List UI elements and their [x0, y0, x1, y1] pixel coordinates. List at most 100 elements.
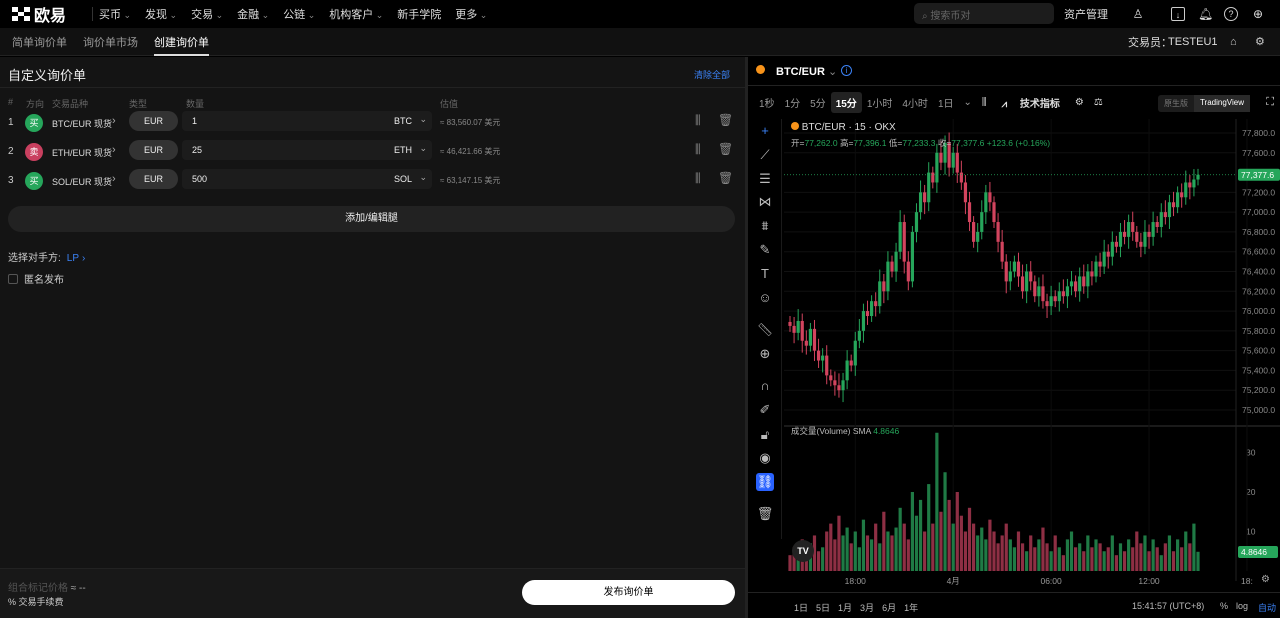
nav-trade[interactable]: 交易	[191, 6, 223, 22]
brush-icon[interactable]: ✎	[759, 242, 771, 257]
chevron-down-icon[interactable]: ⌄	[419, 114, 427, 124]
search-input[interactable]: ⌕ 搜索币对	[914, 3, 1054, 24]
tab-rfq-market[interactable]: 询价单市场	[83, 36, 138, 49]
zoom-in-icon[interactable]: ⊕	[759, 346, 771, 361]
chevron-right-icon[interactable]: ›	[112, 144, 116, 156]
range-5d[interactable]: 5日	[816, 603, 831, 613]
side-badge[interactable]: 买	[25, 114, 43, 132]
interval-1m[interactable]: 1分	[784, 98, 801, 110]
type-button[interactable]: EUR	[129, 169, 178, 189]
delete-icon[interactable]: 🗑︎	[718, 171, 734, 185]
quantity-input[interactable]: 500 SOL ⌄	[182, 169, 432, 189]
delete-icon[interactable]: 🗑︎	[718, 142, 734, 156]
fee-link[interactable]: % 交易手续费	[8, 597, 64, 607]
lock-drawing-icon[interactable]: ✐	[759, 402, 771, 417]
nav-institutional[interactable]: 机构客户	[329, 6, 383, 22]
clear-all-link[interactable]: 清除全部	[693, 70, 730, 80]
chart-leg-icon[interactable]: ⫼	[695, 142, 701, 156]
type-button[interactable]: EUR	[129, 111, 178, 131]
nav-discover[interactable]: 发现	[145, 6, 177, 22]
panel-resizer[interactable]	[745, 57, 748, 618]
chart-leg-icon[interactable]: ⫼	[695, 113, 701, 127]
quantity-input[interactable]: 1 BTC ⌄	[182, 111, 432, 131]
crosshair-icon[interactable]: +	[761, 123, 769, 138]
range-3m[interactable]: 3月	[860, 603, 875, 613]
text-icon[interactable]: T	[761, 266, 769, 281]
add-edit-leg-button[interactable]: 添加/编辑腿	[8, 206, 735, 232]
indicators-button[interactable]: ⩘ 技术指标	[992, 92, 1070, 113]
unit-selector[interactable]: ETH	[394, 145, 412, 155]
percent-toggle[interactable]: %	[1220, 601, 1229, 611]
side-badge[interactable]: 卖	[25, 143, 43, 161]
nav-more[interactable]: 更多	[455, 6, 487, 22]
chart-settings-icon[interactable]: ⚙	[1074, 96, 1084, 108]
chart-leg-icon[interactable]: ⫼	[695, 171, 701, 185]
graduation-cap-icon[interactable]: ⌂	[1230, 35, 1237, 48]
eye-icon[interactable]: ◉	[759, 450, 771, 465]
range-6m[interactable]: 6月	[882, 603, 897, 613]
settings-icon[interactable]: ⚙	[1261, 574, 1270, 585]
interval-1s[interactable]: 1秒	[759, 98, 775, 110]
unit-selector[interactable]: SOL	[393, 174, 412, 184]
log-toggle[interactable]: log	[1236, 601, 1249, 611]
lock-icon[interactable]: 🔓︎	[760, 427, 770, 442]
globe-icon[interactable]: ⊕	[1252, 7, 1264, 21]
chevron-down-icon[interactable]: ⌄	[963, 96, 972, 108]
nav-chain[interactable]: 公链	[283, 6, 315, 22]
tradingview-logo[interactable]: TV	[792, 540, 814, 562]
gear-icon[interactable]: ⚙	[1255, 36, 1265, 48]
trash-icon[interactable]: 🗑︎	[756, 506, 774, 521]
side-badge[interactable]: 买	[25, 172, 43, 190]
interval-4h[interactable]: 4小时	[902, 98, 928, 110]
nav-academy[interactable]: 新手学院	[397, 9, 442, 21]
delete-icon[interactable]: 🗑︎	[718, 113, 734, 127]
interval-1d[interactable]: 1日	[937, 98, 954, 110]
checkbox-box[interactable]	[8, 273, 18, 284]
counterparty-selector[interactable]: 选择对手方: LP ›	[8, 249, 85, 264]
unit-selector[interactable]: BTC	[394, 116, 412, 126]
view-native[interactable]: 原生版	[1163, 99, 1188, 108]
brand-logo[interactable]: 欧易	[0, 2, 86, 26]
tab-create-rfq[interactable]: 创建询价单	[154, 28, 209, 56]
anonymous-checkbox[interactable]: 匿名发布	[8, 271, 64, 286]
scale-icon[interactable]: ⚖	[1093, 96, 1103, 108]
range-1m[interactable]: 1月	[838, 603, 853, 613]
chevron-down-icon[interactable]: ⌄	[419, 143, 427, 153]
auto-toggle[interactable]: 自动	[1258, 603, 1277, 613]
view-tradingview[interactable]: TradingView	[1193, 95, 1250, 112]
interval-1h[interactable]: 1小时	[866, 98, 893, 110]
pattern-icon[interactable]: ⋈	[758, 194, 772, 209]
candle-type-icon[interactable]: ⫼	[981, 96, 987, 108]
user-icon[interactable]: ♙	[1132, 7, 1144, 21]
assets-menu[interactable]: 资产管理	[1064, 9, 1108, 21]
link-icon[interactable]: ⛓	[756, 473, 774, 491]
nav-buy-crypto[interactable]: 买币	[99, 6, 131, 22]
nav-finance[interactable]: 金融	[237, 6, 269, 22]
interval-15m[interactable]: 15分	[830, 91, 862, 113]
projection-icon[interactable]: ⩩	[761, 218, 769, 233]
tab-simple-rfq[interactable]: 简单询价单	[12, 36, 67, 49]
info-icon[interactable]: i	[841, 65, 852, 76]
help-icon[interactable]: ?	[1224, 7, 1238, 21]
download-icon[interactable]: ↓	[1171, 7, 1185, 21]
chevron-right-icon[interactable]: ›	[112, 173, 116, 185]
bell-icon[interactable]: 🔔︎	[1198, 7, 1214, 21]
chevron-down-icon[interactable]: ⌄	[419, 172, 427, 182]
range-1y[interactable]: 1年	[904, 603, 919, 613]
fullscreen-icon[interactable]: ⛶	[1266, 96, 1274, 108]
chevron-right-icon[interactable]: ›	[112, 115, 116, 127]
counterparty-value[interactable]: LP	[66, 253, 80, 264]
quantity-input[interactable]: 25 ETH ⌄	[182, 140, 432, 160]
type-button[interactable]: EUR	[129, 140, 178, 160]
trendline-icon[interactable]: ⟋	[760, 147, 770, 162]
fib-lines-icon[interactable]: ☰	[759, 171, 771, 186]
magnet-icon[interactable]: ∩	[760, 378, 770, 393]
ruler-icon[interactable]: 📏︎	[756, 322, 774, 337]
publish-rfq-button[interactable]: 发布询价单	[522, 580, 735, 605]
emoji-icon[interactable]: ☺	[758, 290, 772, 305]
range-1d[interactable]: 1日	[794, 603, 809, 613]
pair-selector[interactable]: BTC/EUR ⌄	[776, 65, 837, 78]
price-chart[interactable]: 77,800.0 77,600.0 77,200.0 77,000.0 76,800.0…	[748, 57, 1280, 592]
clock[interactable]: 15:41:57 (UTC+8)	[1132, 601, 1205, 611]
interval-5m[interactable]: 5分	[810, 98, 826, 110]
